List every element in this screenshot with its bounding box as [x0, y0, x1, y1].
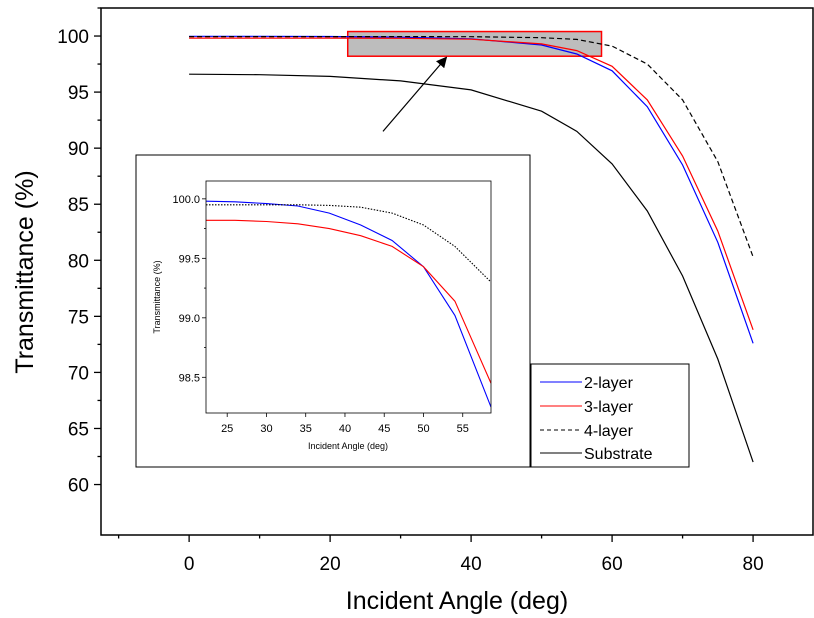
- legend-label-4-layer: 4-layer: [584, 423, 634, 440]
- legend-label-2-layer: 2-layer: [584, 375, 634, 392]
- main-x-tick-label: 0: [184, 554, 195, 575]
- inset-series-group: [206, 200, 491, 408]
- main-series-line-3-layer: [189, 37, 754, 331]
- inset-x-tick-label: 45: [378, 423, 390, 435]
- main-y-axis: 60 65 70 75 80 85 90 95 100: [57, 7, 101, 497]
- main-x-axis-label: Incident Angle (deg): [346, 587, 568, 615]
- main-plot-frame: [100, 7, 814, 536]
- main-y-tick-label: 65: [68, 419, 89, 440]
- main-y-tick-label: 95: [68, 83, 89, 104]
- legend-label-substrate: Substrate: [584, 446, 653, 463]
- main-y-axis-label: Transmittance (%): [11, 170, 39, 373]
- main-y-tick-label: 75: [68, 307, 89, 328]
- inset-x-tick-label: 50: [417, 423, 429, 435]
- main-series-group: [189, 35, 754, 463]
- main-plot: 0 20 40 60 80 60 65 70 75 80 85 90 95 100 Incident A…: [11, 7, 814, 615]
- inset-y-axis: 98.5 99.0 99.5 100.0: [172, 194, 206, 384]
- inset-x-tick-label: 55: [457, 423, 469, 435]
- inset-x-tick-label: 25: [221, 423, 233, 435]
- main-y-tick-label: 80: [68, 251, 89, 272]
- inset-x-tick-label: 35: [300, 423, 312, 435]
- inset-y-tick-label: 99.5: [179, 253, 200, 265]
- inset-x-axis: 25 30 35 40 45 50 55: [221, 413, 469, 435]
- main-x-tick-label: 80: [743, 554, 764, 575]
- main-x-tick-label: 20: [320, 554, 341, 575]
- main-y-tick-label: 90: [68, 139, 89, 160]
- main-series-line-substrate: [189, 73, 754, 463]
- main-y-tick-label: 60: [68, 476, 89, 497]
- inset-y-tick-label: 99.0: [179, 313, 200, 325]
- inset-plot-frame: [205, 180, 492, 414]
- legend: 2-layer 3-layer 4-layer Substrate: [530, 363, 690, 468]
- inset-y-tick-label: 100.0: [172, 194, 200, 206]
- zoom-arrow: [382, 56, 448, 132]
- inset-series-line-3-layer: [206, 219, 491, 384]
- inset-box: [135, 154, 531, 468]
- main-x-axis: 0 20 40 60 80: [117, 535, 764, 575]
- main-y-tick-label: 100: [57, 27, 89, 48]
- inset-x-tick-label: 30: [260, 423, 272, 435]
- main-series-line-4-layer: [189, 35, 754, 258]
- inset-x-axis-label: Incident Angle (deg): [308, 441, 388, 451]
- inset-x-tick-label: 40: [339, 423, 351, 435]
- legend-label-3-layer: 3-layer: [584, 399, 634, 416]
- main-x-tick-label: 40: [461, 554, 482, 575]
- main-y-tick-label: 70: [68, 363, 89, 384]
- main-y-tick-label: 85: [68, 195, 89, 216]
- legend-box: [530, 363, 690, 468]
- inset-y-tick-label: 98.5: [179, 372, 200, 384]
- main-annotations: [346, 30, 603, 132]
- zoom-highlight-box: [346, 30, 603, 57]
- inset-y-axis-label: Transmittance (%): [152, 260, 162, 333]
- inset-series-line-2-layer: [206, 200, 491, 408]
- inset-chart: 25 30 35 40 45 50 55 98.5 99.0 99.5 100.0 Inciden…: [135, 154, 531, 468]
- main-x-tick-label: 60: [602, 554, 623, 575]
- inset-series-line-4-layer: [206, 204, 491, 283]
